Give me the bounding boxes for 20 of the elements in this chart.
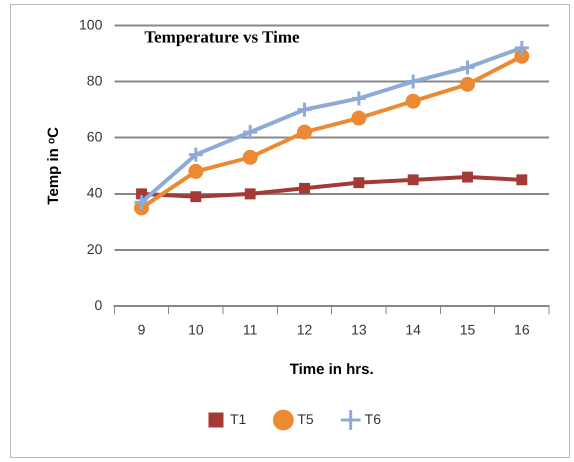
legend-label: T5: [297, 410, 314, 427]
y-tick-label: 0: [94, 297, 103, 314]
y-tick-label: 60: [86, 128, 103, 145]
x-tick-label: 12: [296, 321, 313, 338]
x-tick-label: 16: [514, 321, 530, 338]
x-tick-label: 13: [351, 321, 367, 338]
y-tick-label: 100: [79, 16, 103, 32]
y-tick-label: 40: [86, 184, 103, 201]
y-tick-label: 20: [86, 240, 103, 257]
legend-label: T6: [364, 410, 382, 427]
x-tick-label: 15: [460, 321, 476, 338]
x-tick-label: 9: [138, 321, 146, 338]
legend-label: T1: [230, 410, 247, 427]
x-tick-label: 11: [242, 321, 258, 338]
y-tick-label: 80: [86, 72, 103, 88]
x-axis-title: Time in hrs.: [290, 361, 374, 378]
x-tick-label: 10: [188, 321, 204, 338]
x-tick-label: 14: [405, 321, 422, 338]
chart-title: Temperature vs Time: [144, 27, 300, 46]
y-axis-title: Temp in ᵒC: [45, 126, 62, 205]
